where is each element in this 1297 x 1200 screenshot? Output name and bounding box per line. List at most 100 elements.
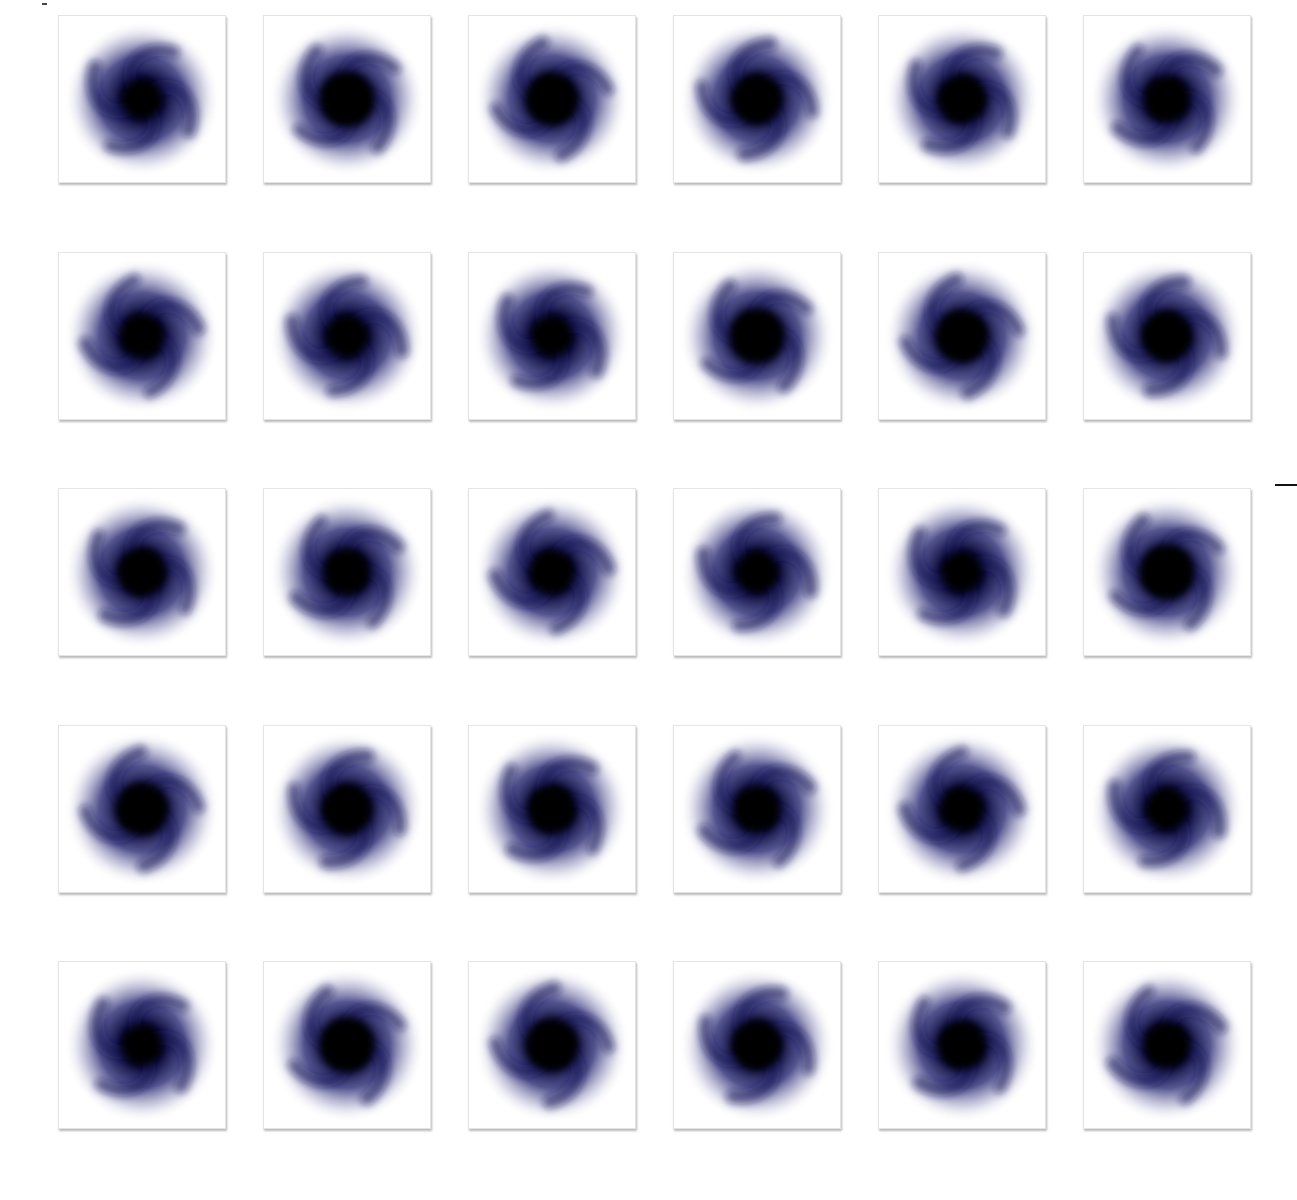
- thumbnail-grid: [58, 15, 1251, 1198]
- thumbnail-item[interactable]: [878, 724, 1046, 961]
- thumbnail-item[interactable]: [468, 251, 636, 488]
- thumbnail-caption: [669, 1129, 845, 1155]
- thumbnail-image[interactable]: [878, 251, 1046, 420]
- thumbnail-item[interactable]: [58, 961, 226, 1197]
- thumbnail-item[interactable]: [1083, 15, 1251, 251]
- thumbnail-image[interactable]: [58, 961, 226, 1129]
- thumbnail-caption: [259, 183, 435, 209]
- thumbnail-image[interactable]: [58, 251, 226, 420]
- swirl-galaxy-icon: [679, 21, 835, 177]
- thumbnail-image[interactable]: [468, 488, 636, 656]
- thumbnail-image[interactable]: [58, 488, 226, 656]
- thumbnail-caption: [54, 420, 230, 446]
- thumbnail-item[interactable]: [1083, 961, 1251, 1197]
- thumbnail-caption: [874, 893, 1050, 919]
- thumbnail-item[interactable]: [58, 724, 226, 961]
- thumbnail-item[interactable]: [878, 15, 1046, 251]
- thumbnail-item[interactable]: [878, 961, 1046, 1197]
- thumbnail-caption: [259, 1129, 435, 1155]
- thumbnail-caption: [1079, 1129, 1255, 1155]
- thumbnail-caption: [464, 656, 640, 682]
- thumbnail-image[interactable]: [58, 724, 226, 893]
- thumbnail-image[interactable]: [673, 724, 841, 893]
- thumbnail-caption: [874, 656, 1050, 682]
- swirl-galaxy-icon: [1089, 967, 1245, 1123]
- thumbnail-caption: [874, 1129, 1050, 1155]
- thumbnail-caption: [464, 893, 640, 919]
- thumbnail-image[interactable]: [468, 724, 636, 893]
- thumbnail-item[interactable]: [1083, 488, 1251, 724]
- thumbnail-caption: [54, 183, 230, 209]
- swirl-galaxy-icon: [269, 730, 425, 887]
- thumbnail-item[interactable]: [58, 488, 226, 724]
- swirl-galaxy-icon: [1089, 21, 1245, 177]
- thumbnail-image[interactable]: [1083, 15, 1251, 183]
- thumbnail-image[interactable]: [1083, 251, 1251, 420]
- swirl-galaxy-icon: [64, 967, 220, 1123]
- thumbnail-image[interactable]: [263, 488, 431, 656]
- swirl-galaxy-icon: [269, 967, 425, 1123]
- thumbnail-item[interactable]: [263, 961, 431, 1197]
- swirl-galaxy-icon: [1089, 257, 1245, 414]
- thumbnail-item[interactable]: [878, 251, 1046, 488]
- swirl-galaxy-icon: [269, 494, 425, 650]
- thumbnail-item[interactable]: [263, 488, 431, 724]
- thumbnail-image[interactable]: [263, 961, 431, 1129]
- thumbnail-image[interactable]: [58, 15, 226, 183]
- swirl-galaxy-icon: [679, 967, 835, 1123]
- thumbnail-item[interactable]: [58, 15, 226, 251]
- thumbnail-image[interactable]: [1083, 961, 1251, 1129]
- thumbnail-caption: [54, 656, 230, 682]
- thumbnail-item[interactable]: [673, 251, 841, 488]
- thumbnail-item[interactable]: [673, 961, 841, 1197]
- thumbnail-image[interactable]: [263, 724, 431, 893]
- thumbnail-caption: [259, 656, 435, 682]
- thumbnail-item[interactable]: [878, 488, 1046, 724]
- thumbnail-item[interactable]: [263, 15, 431, 251]
- scrollbar-indicator[interactable]: [1275, 484, 1297, 486]
- thumbnail-item[interactable]: [673, 15, 841, 251]
- thumbnail-image[interactable]: [468, 961, 636, 1129]
- thumbnail-image[interactable]: [263, 15, 431, 183]
- thumbnail-item[interactable]: [468, 961, 636, 1197]
- thumbnail-caption: [669, 420, 845, 446]
- thumbnail-image[interactable]: [878, 724, 1046, 893]
- thumbnail-item[interactable]: [263, 724, 431, 961]
- thumbnail-item[interactable]: [468, 724, 636, 961]
- thumbnail-image[interactable]: [468, 251, 636, 420]
- thumbnail-caption: [464, 420, 640, 446]
- thumbnail-image[interactable]: [1083, 724, 1251, 893]
- thumbnail-caption: [669, 893, 845, 919]
- thumbnail-item[interactable]: [58, 251, 226, 488]
- thumbnail-caption: [54, 893, 230, 919]
- thumbnail-image[interactable]: [673, 488, 841, 656]
- thumbnail-image[interactable]: [673, 251, 841, 420]
- thumbnail-image[interactable]: [878, 961, 1046, 1129]
- swirl-galaxy-icon: [474, 21, 630, 177]
- thumbnail-item[interactable]: [468, 15, 636, 251]
- thumbnail-image[interactable]: [673, 961, 841, 1129]
- thumbnail-item[interactable]: [673, 488, 841, 724]
- thumbnail-item[interactable]: [263, 251, 431, 488]
- thumbnail-caption: [464, 183, 640, 209]
- thumbnail-item[interactable]: [1083, 724, 1251, 961]
- thumbnail-item[interactable]: [1083, 251, 1251, 488]
- thumbnail-image[interactable]: [878, 15, 1046, 183]
- thumbnail-caption: [464, 1129, 640, 1155]
- swirl-galaxy-icon: [64, 257, 220, 414]
- swirl-galaxy-icon: [474, 967, 630, 1123]
- swirl-galaxy-icon: [64, 21, 220, 177]
- swirl-galaxy-icon: [884, 494, 1040, 650]
- thumbnail-image[interactable]: [263, 251, 431, 420]
- swirl-galaxy-icon: [1089, 494, 1245, 650]
- thumbnail-caption: [874, 183, 1050, 209]
- thumbnail-item[interactable]: [673, 724, 841, 961]
- swirl-galaxy-icon: [474, 730, 630, 887]
- thumbnail-image[interactable]: [878, 488, 1046, 656]
- thumbnail-image[interactable]: [468, 15, 636, 183]
- thumbnail-item[interactable]: [468, 488, 636, 724]
- thumbnail-image[interactable]: [1083, 488, 1251, 656]
- swirl-galaxy-icon: [679, 494, 835, 650]
- thumbnail-image[interactable]: [673, 15, 841, 183]
